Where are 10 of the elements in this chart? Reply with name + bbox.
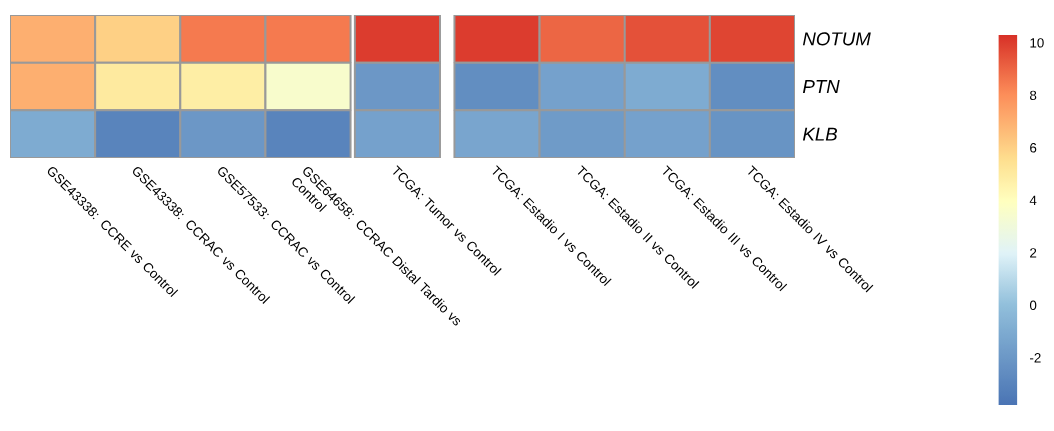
color-bar-label: 10 bbox=[1030, 38, 1044, 48]
color-bar-label: 2 bbox=[1030, 248, 1037, 258]
color-bar-label: -2 bbox=[1030, 353, 1041, 363]
y-tick-label: NOTUM bbox=[802, 32, 871, 46]
color-bar-label: 8 bbox=[1030, 90, 1037, 101]
color-bar-label: 4 bbox=[1029, 195, 1037, 205]
y-tick-label: PTN bbox=[802, 80, 840, 93]
color-bar-label: 0 bbox=[1029, 300, 1037, 310]
color-bar-label: 6 bbox=[1030, 143, 1037, 153]
y-tick-label: KLB bbox=[802, 127, 838, 141]
